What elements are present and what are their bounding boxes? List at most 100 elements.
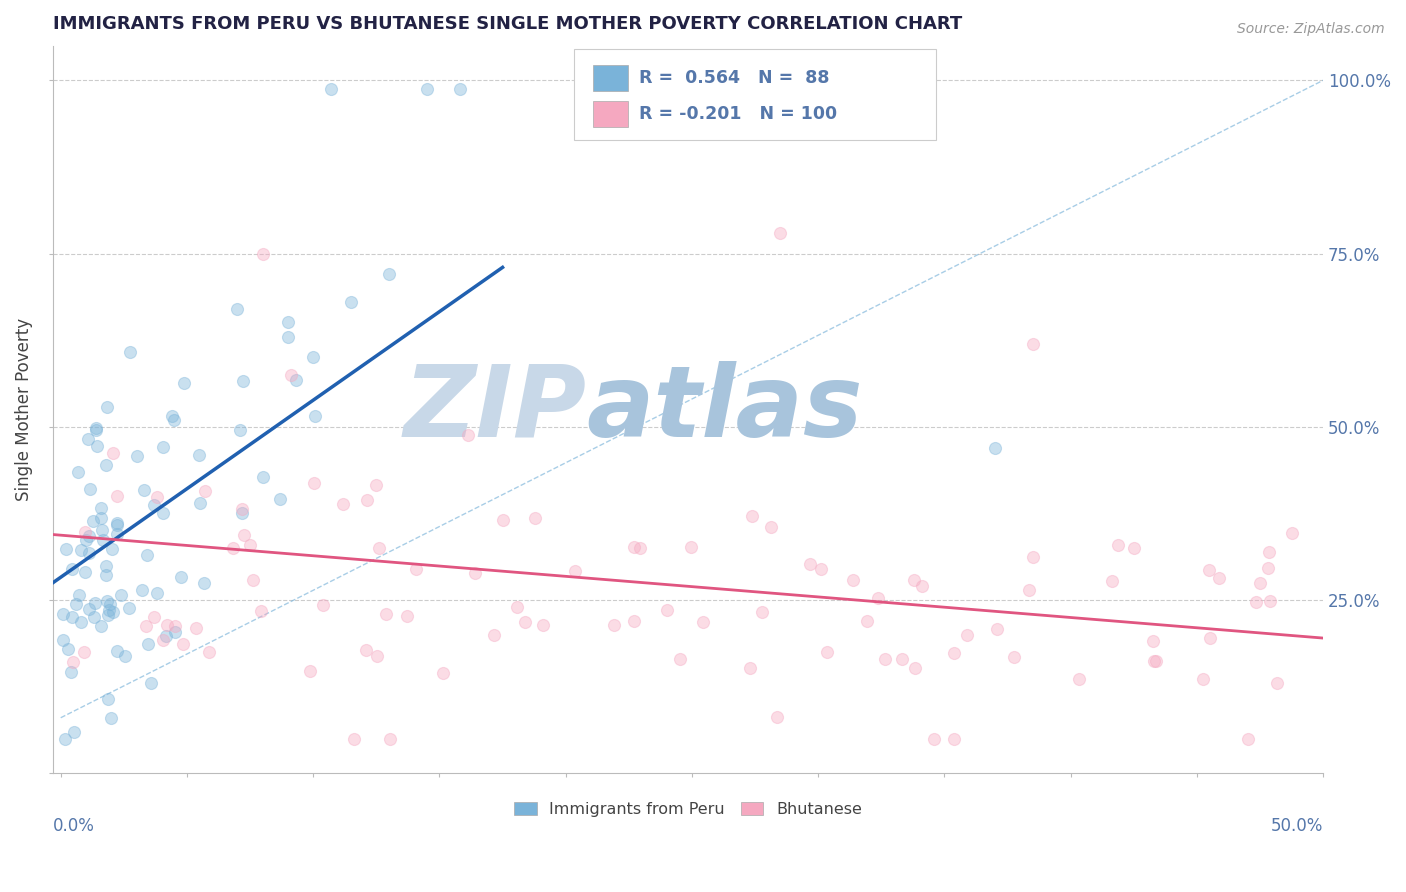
Point	[52, 633, 75, 648]
Point	[222, 541, 245, 556]
Point	[1067, 672, 1090, 686]
Point	[55, 541, 77, 556]
Point	[91, 533, 114, 548]
Point	[1107, 538, 1129, 552]
Point	[84, 424, 107, 438]
Point	[343, 731, 366, 746]
Point	[564, 564, 586, 578]
Point	[367, 541, 389, 555]
Point	[94, 458, 117, 472]
Point	[229, 423, 252, 437]
Point	[96, 567, 118, 582]
Point	[302, 476, 325, 491]
Point	[922, 731, 945, 746]
Point	[1265, 676, 1288, 690]
Point	[356, 493, 378, 508]
Point	[1192, 672, 1215, 686]
Point	[416, 82, 439, 96]
Point	[319, 82, 342, 96]
Point	[1208, 571, 1230, 585]
Point	[197, 645, 219, 659]
Text: ZIP: ZIP	[404, 361, 586, 458]
Point	[120, 344, 142, 359]
Point	[623, 614, 645, 628]
Text: 0.0%: 0.0%	[53, 817, 96, 835]
Point	[152, 632, 174, 647]
Point	[513, 615, 536, 629]
Point	[98, 597, 121, 611]
Point	[738, 661, 761, 675]
Point	[1236, 731, 1258, 746]
Point	[464, 566, 486, 581]
Point	[285, 374, 308, 388]
Point	[143, 498, 166, 512]
Point	[56, 642, 79, 657]
Point	[375, 607, 398, 622]
Point	[955, 628, 977, 642]
Point	[766, 709, 789, 723]
Point	[986, 622, 1008, 636]
Point	[252, 246, 274, 260]
Point	[875, 652, 897, 666]
Point	[984, 441, 1007, 455]
Point	[457, 428, 479, 442]
Point	[163, 619, 186, 633]
Point	[152, 440, 174, 454]
Point	[280, 368, 302, 383]
Point	[101, 446, 124, 460]
Point	[531, 618, 554, 632]
Point	[340, 295, 363, 310]
Point	[136, 637, 159, 651]
Point	[67, 466, 90, 480]
Point	[492, 513, 515, 527]
Point	[77, 529, 100, 543]
Point	[135, 549, 157, 563]
Text: IMMIGRANTS FROM PERU VS BHUTANESE SINGLE MOTHER POVERTY CORRELATION CHART: IMMIGRANTS FROM PERU VS BHUTANESE SINGLE…	[53, 15, 962, 33]
Point	[96, 593, 118, 607]
Point	[96, 559, 118, 574]
Point	[1198, 632, 1220, 646]
Point	[73, 645, 96, 659]
Point	[623, 540, 645, 554]
Point	[100, 710, 122, 724]
Point	[603, 618, 626, 632]
Point	[943, 646, 966, 660]
Point	[90, 619, 112, 633]
Point	[226, 301, 249, 316]
Point	[866, 591, 889, 605]
Point	[395, 609, 418, 624]
Point	[741, 509, 763, 524]
Point	[86, 439, 108, 453]
Point	[1101, 574, 1123, 588]
Point	[172, 638, 194, 652]
Point	[378, 268, 401, 282]
Point	[96, 401, 118, 415]
Point	[139, 676, 162, 690]
Point	[101, 542, 124, 557]
Point	[69, 615, 91, 629]
Point	[90, 500, 112, 515]
Point	[79, 483, 101, 497]
Point	[679, 540, 702, 554]
Point	[252, 470, 274, 484]
Point	[231, 502, 253, 516]
Point	[523, 511, 546, 525]
Point	[239, 538, 262, 552]
Point	[810, 562, 832, 576]
Point	[67, 588, 90, 602]
Point	[1002, 649, 1025, 664]
Point	[232, 374, 254, 388]
Point	[759, 520, 782, 534]
Text: Source: ZipAtlas.com: Source: ZipAtlas.com	[1237, 22, 1385, 37]
Point	[114, 649, 136, 664]
Point	[76, 432, 98, 446]
Point	[269, 492, 291, 507]
Point	[118, 601, 141, 615]
Point	[449, 82, 471, 96]
Point	[84, 596, 107, 610]
Point	[380, 731, 402, 746]
Point	[304, 409, 326, 424]
Point	[52, 607, 75, 621]
Point	[1022, 336, 1045, 351]
Point	[856, 614, 879, 628]
